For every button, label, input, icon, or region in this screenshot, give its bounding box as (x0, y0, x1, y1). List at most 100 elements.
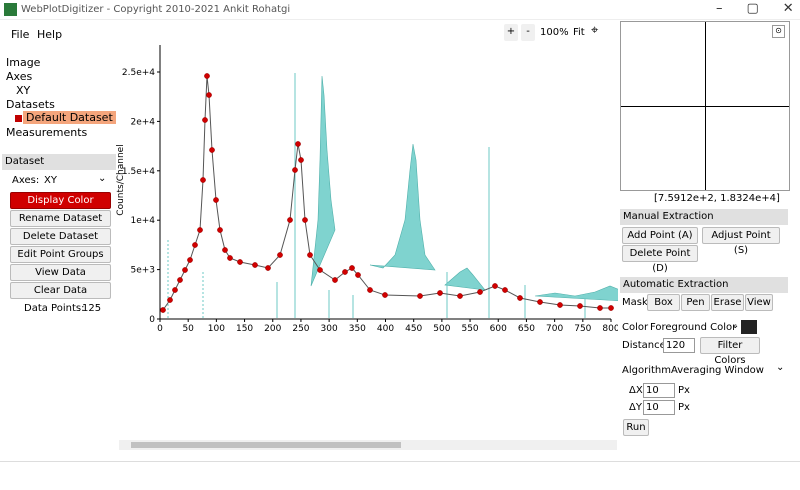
point (417, 293, 423, 299)
point (287, 217, 293, 223)
point (295, 141, 301, 147)
data-points-count: 125 (82, 303, 102, 314)
panel-header: Manual Extraction (620, 209, 788, 225)
tree-item[interactable]: Datasets (6, 98, 55, 111)
tree-item[interactable]: XY (16, 84, 31, 97)
panel-header: Dataset (2, 154, 116, 170)
point (477, 289, 483, 295)
scroll-thumb[interactable] (131, 442, 401, 448)
zoom-out[interactable]: - (521, 24, 535, 41)
y-tick-label: 2e+4 (130, 117, 155, 127)
label: ΔX (629, 385, 643, 396)
dx-input[interactable]: 10 (643, 383, 675, 398)
menu-file[interactable]: File (11, 28, 30, 41)
color-select[interactable]: Foreground Color (650, 322, 737, 333)
button[interactable]: Box (647, 294, 680, 311)
point (367, 287, 373, 293)
x-tick-label: 300 (321, 324, 338, 334)
crosshair (621, 106, 789, 107)
x-tick-label: 400 (377, 324, 394, 334)
tree-item[interactable]: Image (6, 56, 41, 69)
label: Data Points: (24, 303, 85, 314)
point (537, 299, 543, 305)
spike-lines (167, 73, 586, 318)
button[interactable]: Erase (711, 294, 744, 311)
peak-fill (534, 285, 618, 302)
x-tick-label: 750 (574, 324, 591, 334)
window-controls[interactable]: –▢✕ (716, 1, 794, 16)
button[interactable]: Rename Dataset (10, 210, 111, 227)
tree-item[interactable]: Measurements (6, 126, 88, 139)
x-tick-label: 350 (349, 324, 366, 334)
point (204, 73, 210, 79)
distance-input[interactable]: 120 (663, 338, 695, 353)
button[interactable]: View (745, 294, 773, 311)
label: ΔY (629, 402, 642, 413)
point (237, 259, 243, 265)
axes-select[interactable]: XY (44, 175, 57, 186)
point (213, 197, 219, 203)
magnifier-settings[interactable]: ⊙ (772, 25, 785, 38)
point (502, 287, 508, 293)
label: Mask (622, 297, 648, 308)
x-tick-label: 800 (602, 324, 618, 334)
fit-button[interactable]: Fit (573, 27, 585, 38)
point (172, 287, 178, 293)
title-bar: WebPlotDigitizer - Copyright 2010-2021 A… (0, 0, 800, 20)
point (355, 272, 361, 278)
x-tick-label: 700 (546, 324, 563, 334)
button[interactable]: Adjust Point (S) (702, 227, 780, 256)
dropdown-arrow: ⌄ (776, 362, 785, 373)
button[interactable]: Add Point (A) (622, 227, 698, 244)
point (167, 297, 173, 303)
point (217, 227, 223, 233)
button[interactable]: Delete Dataset (10, 228, 111, 245)
tree-item[interactable]: Axes (6, 70, 33, 83)
point (292, 167, 298, 173)
button[interactable]: Display Color (10, 192, 111, 209)
tree-item-selected[interactable]: Default Dataset (23, 111, 116, 124)
unit: Px (678, 402, 690, 413)
x-tick-label: 100 (208, 324, 225, 334)
dropdown-arrow: ⌄ (731, 320, 740, 331)
x-tick-label: 50 (182, 324, 194, 334)
menu-help[interactable]: Help (37, 28, 63, 41)
y-tick-label: 2.5e+4 (122, 68, 155, 78)
crosshair-button[interactable]: ⌖ (591, 23, 599, 38)
point (332, 277, 338, 283)
point (457, 293, 463, 299)
point (187, 257, 193, 263)
x-tick-label: 250 (292, 324, 309, 334)
x-tick-label: 0 (157, 324, 163, 334)
dy-input[interactable]: 10 (643, 400, 675, 415)
point (307, 252, 313, 258)
zoom-in[interactable]: + (504, 24, 518, 41)
x-tick-label: 200 (264, 324, 281, 334)
button[interactable]: Pen (681, 294, 710, 311)
button[interactable]: Filter Colors (700, 337, 760, 366)
window-title: WebPlotDigitizer - Copyright 2010-2021 A… (21, 4, 291, 15)
dropdown-arrow: ⌄ (98, 173, 107, 184)
color-swatch[interactable] (741, 320, 757, 334)
x-tick-label: 450 (405, 324, 422, 334)
point (197, 227, 203, 233)
peak-fill (444, 267, 486, 291)
point (182, 267, 188, 273)
button[interactable]: Edit Point Groups (10, 246, 111, 263)
button[interactable]: View Data (10, 264, 111, 281)
point (597, 305, 603, 311)
algorithm-select[interactable]: Averaging Window (671, 365, 764, 376)
point (222, 247, 228, 253)
point (577, 303, 583, 309)
point (342, 269, 348, 275)
button[interactable]: Run (623, 419, 649, 436)
button[interactable]: Clear Data (10, 282, 111, 299)
label: Axes: (12, 175, 40, 186)
digitized-points (160, 73, 614, 313)
peak-fill (369, 143, 436, 271)
point (206, 92, 212, 98)
button[interactable]: Delete Point (D) (622, 245, 698, 274)
y-tick-label: 5e+3 (130, 266, 155, 276)
y-tick-label: 1e+4 (130, 216, 155, 226)
